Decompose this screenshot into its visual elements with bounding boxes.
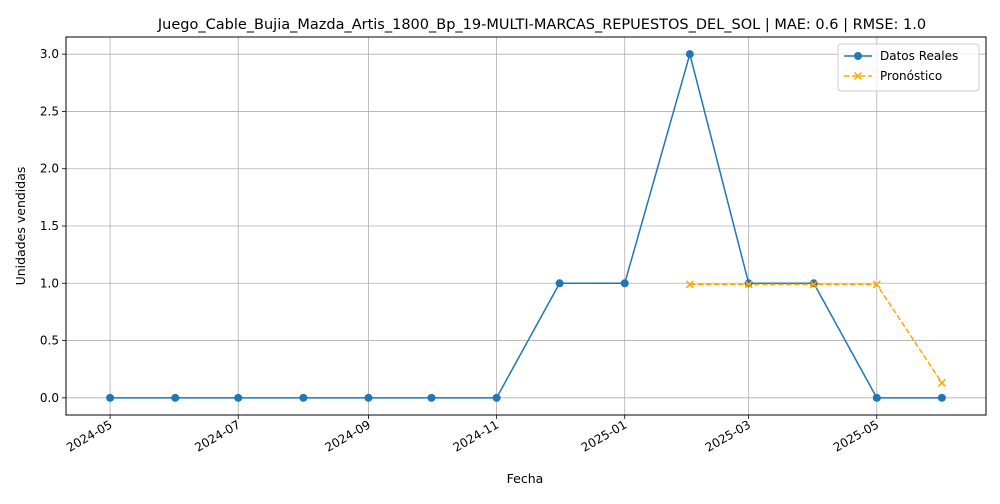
- data-point: [744, 280, 753, 289]
- data-point: [685, 50, 694, 59]
- grid: [66, 37, 986, 415]
- data-point: [809, 279, 818, 288]
- data-point: [364, 393, 373, 402]
- x-tick-label: 2024-05: [64, 417, 114, 454]
- axis-ticks: 2024-05 2024-07 2024-09 2024-11 2025-01 2025-…: [40, 47, 881, 454]
- legend: Datos Reales Pronóstico: [837, 43, 980, 92]
- data-point: [427, 393, 436, 402]
- data-point: [492, 393, 501, 402]
- x-axis-label: Fecha: [507, 471, 544, 486]
- x-tick-label: 2024-09: [323, 417, 373, 454]
- legend-item: Datos Reales: [844, 49, 958, 63]
- x-tick-label: 2025-03: [703, 417, 753, 454]
- x-tick-label: 2024-07: [192, 417, 242, 454]
- y-tick-label: 1.0: [40, 276, 59, 290]
- data-point: [744, 279, 753, 288]
- y-tick-label: 3.0: [40, 47, 59, 61]
- x-tick-label: 2025-01: [579, 417, 629, 454]
- legend-box: [837, 43, 980, 92]
- data-point: [809, 280, 818, 289]
- data-point: [937, 378, 946, 387]
- data-point: [937, 393, 946, 402]
- data-point: [620, 279, 629, 288]
- x-tick-label: 2025-05: [831, 417, 881, 454]
- series-1: [106, 50, 946, 402]
- legend-marker: [854, 52, 862, 60]
- x-tick-label: 2024-11: [451, 417, 501, 454]
- y-tick-label: 2.5: [40, 104, 59, 118]
- y-tick-label: 1.5: [40, 219, 59, 233]
- y-tick-label: 0.0: [40, 391, 59, 405]
- chart-title: Juego_Cable_Bujia_Mazda_Artis_1800_Bp_19…: [157, 17, 926, 33]
- data-point: [106, 393, 115, 402]
- legend-label: Datos Reales: [880, 49, 958, 63]
- y-tick-label: 2.0: [40, 162, 59, 176]
- data-point: [171, 393, 180, 402]
- legend-marker: [853, 71, 863, 81]
- data-point: [872, 393, 881, 402]
- series-layer: [106, 50, 946, 402]
- legend-label: Pronóstico: [880, 69, 942, 83]
- data-point: [299, 393, 308, 402]
- data-point: [872, 280, 881, 289]
- y-axis-label: Unidades vendidas: [13, 167, 28, 286]
- y-tick-label: 0.5: [40, 334, 59, 348]
- series-2: [685, 280, 946, 387]
- data-point: [685, 280, 694, 289]
- series-line: [110, 53, 942, 399]
- legend-item: Pronóstico: [844, 69, 942, 83]
- data-point: [234, 393, 243, 402]
- series-line: [689, 283, 943, 384]
- data-point: [555, 279, 564, 288]
